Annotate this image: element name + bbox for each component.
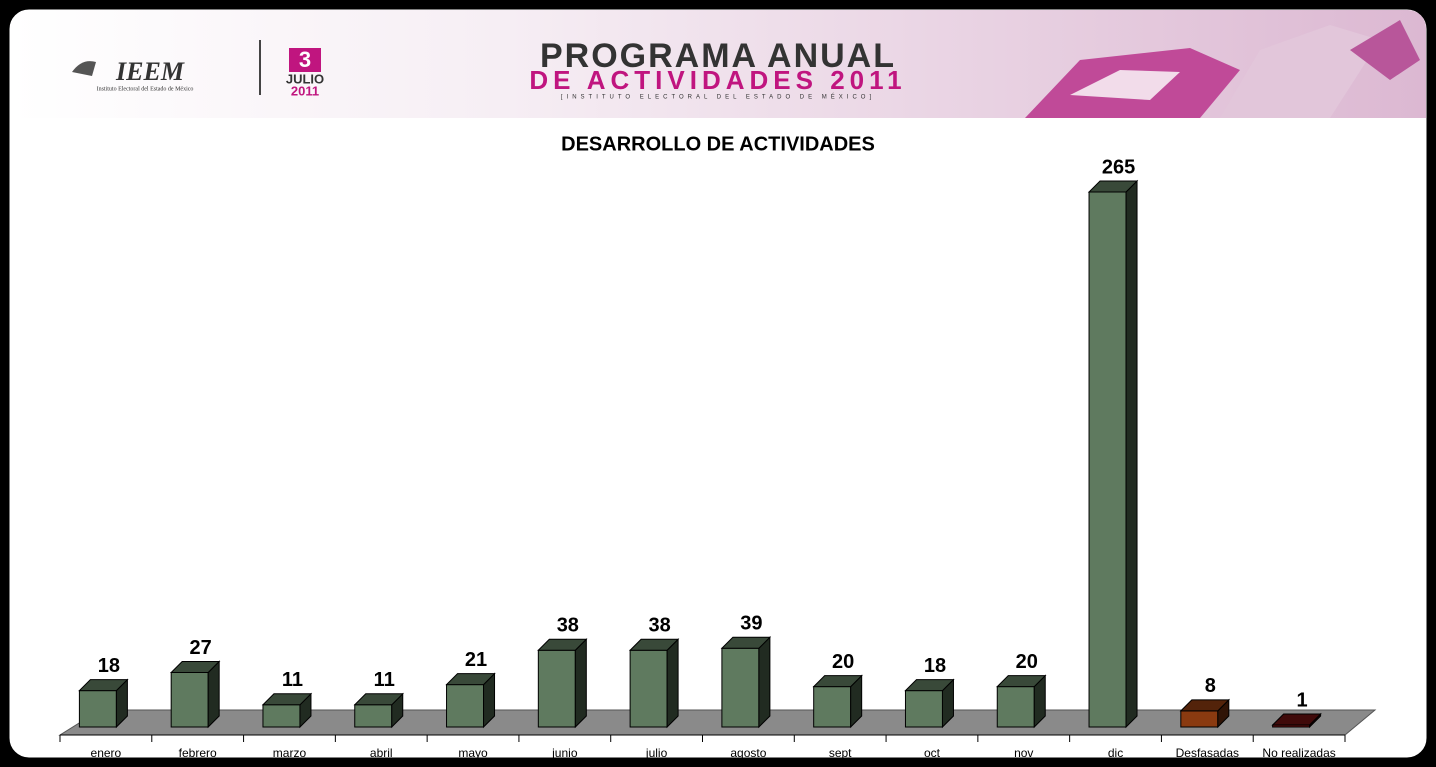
bar-side <box>574 638 587 729</box>
banner-title: PROGRAMA ANUAL <box>540 37 896 75</box>
data-label: 20 <box>832 651 854 673</box>
bar <box>812 674 863 729</box>
data-label: 265 <box>1102 156 1135 178</box>
bar <box>537 638 588 729</box>
date-year: 2011 <box>291 83 319 98</box>
panel <box>4 4 1432 763</box>
banner-subtitle: DE ACTIVIDADES 2011 <box>529 65 906 95</box>
bar-side <box>666 638 679 729</box>
bar-top <box>1087 180 1139 193</box>
bar-front <box>1180 710 1219 728</box>
bar-top <box>537 638 588 651</box>
bar-top <box>996 675 1047 688</box>
bar-top <box>445 673 496 686</box>
x-tick-label: sept <box>829 746 852 760</box>
x-tick-label: marzo <box>273 746 307 760</box>
chart-title: DESARROLLO DE ACTIVIDADES <box>561 133 875 155</box>
bar <box>1179 698 1231 729</box>
data-label: 27 <box>190 637 212 659</box>
x-tick-label: febrero <box>179 746 217 760</box>
data-label: 18 <box>98 655 120 677</box>
bar <box>261 692 313 729</box>
bar <box>169 660 221 729</box>
x-tick-label: julio <box>645 746 668 760</box>
floor <box>58 709 1377 736</box>
bar-front <box>629 649 668 728</box>
bar-front <box>262 704 301 728</box>
bar-top <box>904 679 955 692</box>
bar-top <box>169 660 221 673</box>
bar-top <box>1179 699 1231 712</box>
x-tick-label: nov <box>1014 746 1033 760</box>
date-box <box>289 48 321 72</box>
bar-front <box>904 690 943 728</box>
x-tick-label: oct <box>924 746 941 760</box>
bar <box>445 672 496 729</box>
logo-text: IEEM <box>115 57 185 86</box>
bar-top <box>1271 713 1322 726</box>
bar-front <box>813 686 852 728</box>
logo-subtitle: Instituto Electoral del Estado de México <box>97 86 194 92</box>
bar-front <box>446 684 485 728</box>
x-tick-label: Desfasadas <box>1176 746 1239 760</box>
bar <box>996 674 1047 729</box>
bar-top <box>628 638 680 651</box>
bar-front <box>537 649 576 728</box>
data-label: 38 <box>557 615 579 637</box>
bar <box>628 638 680 729</box>
bar <box>1087 179 1139 729</box>
bar <box>720 636 772 729</box>
data-label: 8 <box>1205 675 1216 697</box>
x-tick-label: agosto <box>730 746 766 760</box>
bar-top <box>812 675 863 688</box>
bar-top <box>261 693 313 706</box>
bar-top <box>353 693 404 706</box>
x-tick-label: dic <box>1108 746 1123 760</box>
bar-front <box>721 647 760 728</box>
date-month: JULIO <box>286 71 324 86</box>
data-label: 39 <box>740 613 762 635</box>
bar-top <box>720 636 772 649</box>
bar-front <box>1088 191 1127 728</box>
data-label: 11 <box>282 669 303 691</box>
banner-caption: [INSTITUTO ELECTORAL DEL ESTADO DE MÉXIC… <box>561 94 875 101</box>
bar <box>1271 712 1322 729</box>
bar-front <box>78 690 117 728</box>
data-label: 1 <box>1297 689 1308 711</box>
bar-front <box>170 671 209 728</box>
x-tick-label: abril <box>370 746 393 760</box>
data-label: 38 <box>648 615 670 637</box>
data-label: 21 <box>465 649 487 671</box>
bar <box>353 692 404 729</box>
bar-top <box>78 679 129 692</box>
bar-front <box>996 686 1035 728</box>
data-label: 18 <box>924 655 946 677</box>
bar-front <box>354 704 393 728</box>
date-day: 3 <box>299 47 311 72</box>
bar-side <box>758 636 771 729</box>
x-tick-label: enero <box>91 746 122 760</box>
data-label: 11 <box>374 669 395 691</box>
x-tick-label: mayo <box>458 746 488 760</box>
data-label: 20 <box>1016 651 1038 673</box>
banner-graphic <box>1025 20 1420 118</box>
bar <box>78 678 129 729</box>
logo-icon <box>72 61 96 76</box>
bar-side <box>1125 179 1138 729</box>
bar <box>904 678 955 729</box>
x-tick-label: No realizadas <box>1262 746 1335 760</box>
x-tick-label: junio <box>551 746 578 760</box>
